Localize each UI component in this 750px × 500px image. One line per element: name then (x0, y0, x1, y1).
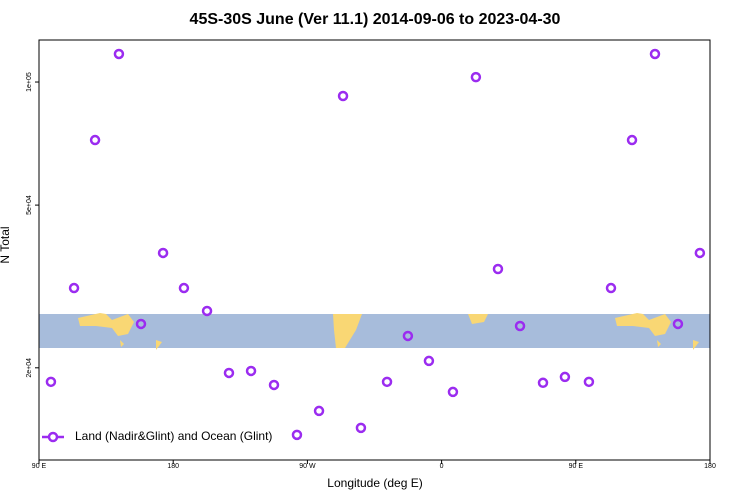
x-tick-label: 90 W (299, 463, 316, 470)
point (355, 422, 367, 434)
point (45, 376, 57, 388)
x-tick-label: 90 E (569, 463, 584, 470)
point (135, 318, 147, 330)
point (694, 247, 706, 259)
point (537, 377, 549, 389)
point (672, 318, 684, 330)
land (333, 314, 362, 348)
point (492, 263, 504, 275)
point (68, 282, 80, 294)
land (120, 340, 162, 350)
point (470, 71, 482, 83)
point (514, 320, 526, 332)
x-tick-label: 180 (167, 463, 179, 470)
point (268, 379, 280, 391)
plot-frame (38, 39, 711, 461)
point (583, 376, 595, 388)
ocean (39, 314, 710, 348)
land (468, 314, 488, 324)
x-tick-label: 0 (440, 463, 444, 470)
map-strip (39, 313, 710, 350)
point (337, 90, 349, 102)
point (649, 48, 661, 60)
point (559, 371, 571, 383)
x-tick-label: 180 (704, 463, 716, 470)
point (381, 376, 393, 388)
chart-title: 45S-30S June (Ver 11.1) 2014-09-06 to 20… (190, 11, 561, 28)
y-tick-label: 2e+04 (26, 358, 33, 378)
legend-label: Land (Nadir&Glint) and Ocean (Glint) (75, 429, 272, 443)
legend-marker (47, 431, 59, 443)
point (605, 282, 617, 294)
point (447, 386, 459, 398)
point (178, 282, 190, 294)
x-axis-label: Longitude (deg E) (327, 476, 422, 490)
y-tick-label: 5e+04 (26, 195, 33, 215)
point (313, 405, 325, 417)
y-axis-label: N Total (0, 226, 12, 263)
point (89, 134, 101, 146)
point (423, 355, 435, 367)
land (78, 313, 134, 336)
land (615, 313, 671, 336)
point (113, 48, 125, 60)
point (245, 365, 257, 377)
point (201, 305, 213, 317)
point (157, 247, 169, 259)
point (291, 429, 303, 441)
x-tick-label: 90 E (32, 463, 47, 470)
land (657, 340, 699, 350)
point (223, 367, 235, 379)
point (626, 134, 638, 146)
y-tick-label: 1e+05 (26, 72, 33, 92)
point (402, 330, 414, 342)
